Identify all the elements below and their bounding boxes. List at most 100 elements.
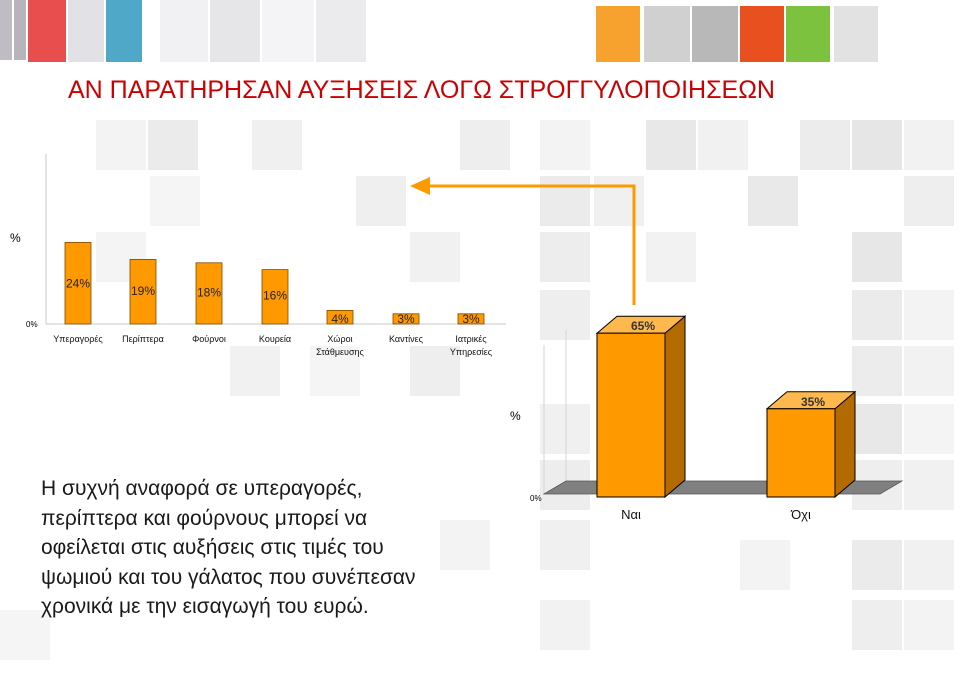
background-tile — [904, 600, 954, 650]
background-tile — [904, 176, 954, 226]
background-tile — [96, 120, 146, 170]
background-tile — [852, 600, 902, 650]
connector-arrow — [410, 177, 636, 305]
background-tile — [852, 540, 902, 590]
slide-title: ΑΝ ΠΑΡΑΤΗΡΗΣΑΝ ΑΥΞΗΣΕΙΣ ΛΟΓΩ ΣΤΡΟΓΓΥΛΟΠΟ… — [68, 76, 775, 104]
bar — [326, 309, 354, 325]
bar-value-label: 19% — [131, 284, 155, 298]
body-text: Η συχνή αναφορά σε υπεραγορές, περίπτερα… — [41, 474, 521, 622]
category-label: Χώροι — [327, 334, 352, 344]
background-tile — [316, 0, 366, 62]
background-tile — [210, 0, 260, 62]
body-text-line: χρονικά με την εισαγωγή του ευρώ. — [41, 595, 369, 618]
bar-value-label: 35% — [801, 395, 825, 409]
background-tile — [800, 120, 850, 170]
connector-line — [428, 184, 636, 305]
arrowhead — [410, 177, 430, 195]
bar-value-label: 4% — [331, 312, 349, 326]
background-tile — [252, 120, 302, 170]
background-tile — [230, 346, 280, 396]
bar-value-label: 24% — [66, 276, 90, 290]
category-label: Υπηρεσίες — [450, 347, 493, 357]
background-tile — [594, 176, 644, 226]
bar-side-face — [664, 315, 686, 499]
background-tile — [460, 120, 510, 170]
chart-places: % 0% 24% Υπεραγορές 19% Περίπτερα 18% Φούρνοι 16… — [10, 154, 506, 357]
background-tile — [148, 120, 198, 170]
background-tile — [644, 6, 690, 62]
background-tile — [440, 520, 490, 570]
background-tile — [748, 176, 798, 226]
background-tile — [540, 120, 590, 170]
background-tile — [0, 0, 12, 60]
bar-value-label: 65% — [631, 319, 655, 333]
background-tile — [540, 404, 590, 454]
background-tile — [106, 0, 142, 62]
category-label: Περίπτερα — [122, 334, 164, 344]
bar-side-face — [834, 390, 856, 499]
category-label: Ιατρικές — [455, 334, 487, 344]
bar — [766, 408, 836, 498]
background-tile — [646, 120, 696, 170]
background-tile — [540, 600, 590, 650]
background-tile — [262, 0, 314, 62]
y-tick-label: 0% — [26, 320, 38, 329]
category-label: Φούρνοι — [192, 334, 226, 344]
background-tile — [28, 0, 66, 62]
body-text-line: Η συχνή αναφορά σε υπεραγορές, — [41, 477, 363, 500]
background-tile — [904, 540, 954, 590]
background-tile — [904, 120, 954, 170]
background-tile — [740, 6, 784, 62]
background-tile — [904, 346, 954, 396]
chart-yes-no: % 0% 65% Ναι 35% Όχι — [510, 315, 904, 522]
background-tile — [68, 0, 104, 62]
y-tick-label: 0% — [530, 494, 542, 503]
category-label: Στάθμευσης — [316, 347, 364, 357]
background-tile — [698, 120, 748, 170]
category-label: Υπεραγορές — [53, 334, 103, 344]
background-tile — [852, 290, 902, 340]
background-tile — [596, 6, 640, 62]
background-tile — [160, 0, 208, 62]
background-tile — [150, 176, 200, 226]
background-tile — [14, 0, 26, 60]
background-tile — [740, 540, 790, 590]
background-tile — [410, 346, 460, 396]
category-label: Ναι — [621, 507, 641, 522]
category-label: Όχι — [790, 507, 811, 522]
bar — [392, 313, 420, 325]
bar-value-label: 3% — [397, 312, 415, 326]
background-tile — [904, 460, 954, 510]
background-tile — [540, 290, 590, 340]
body-text-line: περίπτερα και φούρνους μπορεί να — [41, 506, 368, 530]
background-tile — [646, 232, 696, 282]
background-tile — [540, 176, 590, 226]
background-tile — [540, 520, 590, 570]
y-axis-label: % — [10, 231, 21, 245]
y-axis-label: % — [510, 409, 521, 423]
background-tile — [904, 290, 954, 340]
category-label: Κουρεία — [259, 334, 291, 344]
background-tile — [852, 120, 902, 170]
background-tile — [786, 6, 830, 62]
background-tile — [852, 404, 902, 454]
background-tile — [834, 6, 878, 62]
background-tile — [410, 232, 460, 282]
bar — [261, 269, 289, 325]
category-label: Καντίνες — [389, 334, 424, 344]
background-tile — [904, 404, 954, 454]
background-tile — [540, 232, 590, 282]
bar — [64, 241, 92, 325]
background-tile — [692, 6, 738, 62]
bar-value-label: 3% — [462, 312, 480, 326]
bar-value-label: 16% — [263, 289, 287, 303]
body-text-line: ψωμιού και του γάλατος που συνέπεσαν — [41, 565, 416, 589]
bar — [596, 332, 666, 498]
bar — [195, 262, 223, 325]
background-tile — [356, 176, 406, 226]
bar — [457, 313, 485, 325]
background-tile — [310, 346, 360, 396]
background-tile — [852, 346, 902, 396]
background-tile — [852, 232, 902, 282]
